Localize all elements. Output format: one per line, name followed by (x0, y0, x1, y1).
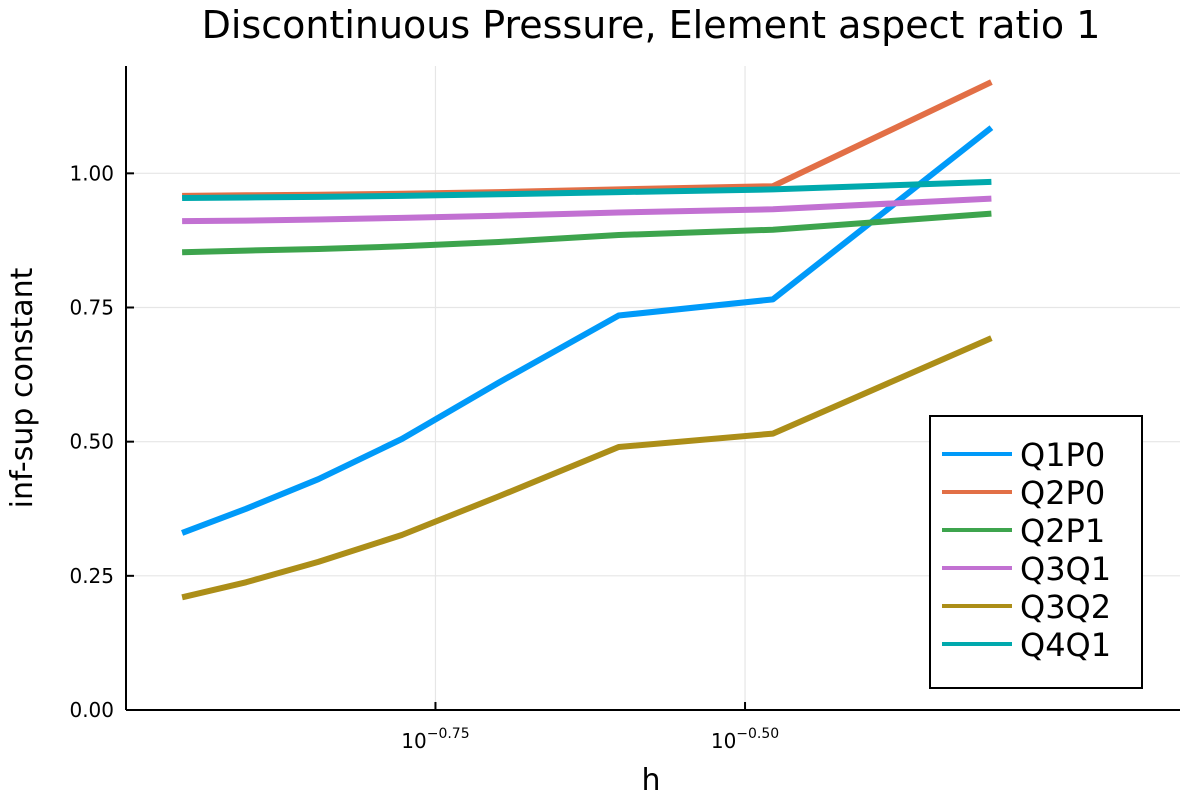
legend-label-q2p1: Q2P1 (1020, 512, 1105, 550)
legend-label-q3q1: Q3Q1 (1020, 550, 1111, 588)
legend-label-q2p0: Q2P0 (1020, 474, 1105, 512)
chart-title: Discontinuous Pressure, Element aspect r… (202, 3, 1101, 47)
legend-label-q4q1: Q4Q1 (1020, 626, 1111, 664)
y-tick-label: 0.25 (69, 564, 114, 588)
series-line-q3q1 (182, 195, 992, 225)
y-tick-labels: 0.00 0.25 0.50 0.75 1.00 (69, 161, 134, 722)
series-line-q2p1 (182, 210, 992, 256)
y-tick-label: 0.00 (69, 698, 114, 722)
series-line-q4q1 (182, 178, 992, 201)
y-tick-label: 1.00 (69, 161, 114, 185)
y-tick-label: 0.75 (69, 296, 114, 320)
x-tick-label: 10−0.75 (401, 726, 469, 753)
series-lines (181, 79, 994, 601)
legend-label-q3q2: Q3Q2 (1020, 588, 1111, 626)
x-axis-label: h (641, 763, 660, 798)
x-tick-labels: 10−0.75 10−0.50 (401, 702, 779, 753)
series-line-q3q2 (181, 335, 993, 601)
y-tick-label: 0.50 (69, 430, 114, 454)
y-axis-label: inf-sup constant (5, 267, 40, 508)
legend-label-q1p0: Q1P0 (1020, 436, 1105, 474)
series-line-q1p0 (181, 125, 994, 536)
x-tick-label: 10−0.50 (711, 726, 779, 753)
